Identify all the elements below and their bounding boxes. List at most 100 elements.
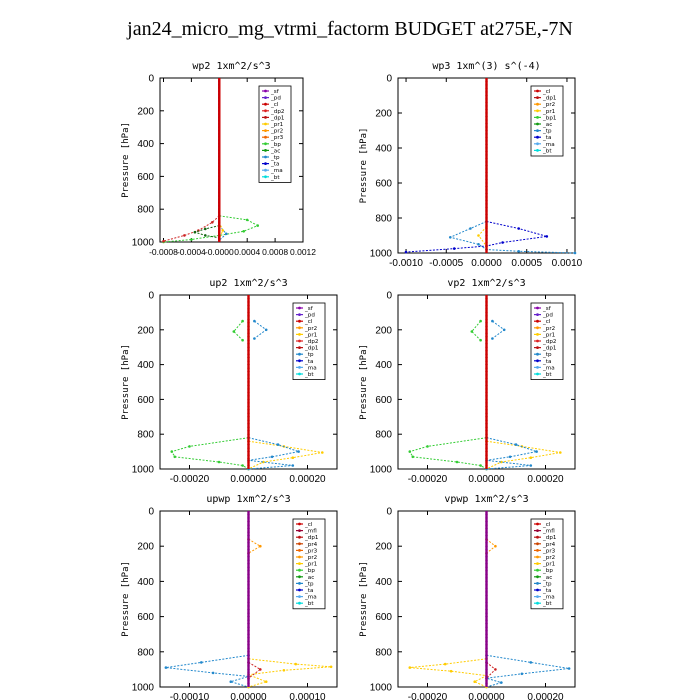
data-point [455,460,459,464]
legend-label: _bt [304,601,314,607]
data-point [485,380,488,384]
data-point [485,520,488,523]
y-axis-label: Pressure [hPa] [359,561,369,637]
data-point [247,548,250,551]
data-point [485,457,488,460]
data-point [211,671,215,675]
data-point [485,654,488,657]
legend-box [258,85,292,183]
data-point [218,231,221,234]
data-point [247,446,250,450]
data-point [247,457,250,460]
data-point [485,541,488,544]
plot-frame [159,77,304,243]
data-point [218,129,221,132]
data-point [485,366,488,370]
series-line-pr2 [486,538,497,554]
data-point [485,318,488,321]
legend-label: _ma [542,365,555,371]
data-point [485,206,488,209]
data-point [517,250,520,253]
series-line-tp [254,320,268,339]
data-point [247,566,250,569]
y-tick-label: 200 [137,325,154,336]
data-point [485,587,488,590]
data-point [485,394,488,398]
data-point [218,80,221,83]
legend-label: _ta [542,359,551,365]
data-point [247,604,250,608]
data-point [479,464,482,467]
data-point [485,440,488,443]
series-line-tp [448,221,576,254]
legend-marker [298,582,301,585]
data-point [485,300,488,304]
data-point [485,349,488,352]
data-point [218,149,221,152]
legend-marker [298,535,301,539]
data-point [247,534,250,537]
data-point [247,412,250,415]
data-point [247,440,250,443]
legend-marker [536,601,539,605]
data-point [485,339,488,342]
y-axis-label: Pressure [hPa] [121,122,131,198]
legend-marker [298,366,301,369]
legend-label: _pr2 [304,326,317,332]
data-point [218,83,221,86]
data-point [485,597,488,601]
data-point [247,552,250,555]
data-point [485,87,488,90]
data-point [485,405,488,408]
legend-marker [298,522,301,526]
data-point [247,640,250,643]
data-point [264,680,268,683]
legend-label: _ta [270,162,279,168]
data-point [485,678,488,682]
data-point [485,657,488,660]
data-point [247,380,250,384]
data-point [247,559,250,562]
data-point [573,251,577,255]
data-point [485,450,488,453]
data-point [259,668,262,671]
legend-label: _pr2 [542,102,555,108]
data-point [247,555,250,558]
x-tick-label: -0.0000 [205,247,234,257]
data-point [242,230,245,233]
data-point [508,455,512,459]
y-tick-label: 1000 [370,683,393,694]
data-point [485,453,488,457]
data-point [485,523,488,527]
data-point [247,597,250,601]
data-point [247,647,250,650]
data-point [485,682,488,685]
legend-marker [536,372,539,376]
data-point [485,516,488,520]
data-point [247,391,250,394]
x-tick-label: 0.00020 [527,474,564,485]
data-point [485,408,488,411]
data-point [485,643,488,646]
data-point [485,590,488,594]
legend-label: _dp1 [304,535,319,541]
legend-marker [264,175,267,179]
data-point [485,359,488,363]
legend-marker [298,333,301,336]
data-point [485,373,488,377]
legend-label: _bp1 [542,115,557,121]
data-point [218,211,221,214]
data-point [221,229,225,232]
data-point [247,516,250,520]
data-point [485,562,488,565]
data-point [247,513,250,516]
data-point [247,650,250,653]
y-tick-label: 800 [137,430,154,441]
data-point [485,108,488,111]
data-point [247,325,250,328]
data-point [247,527,250,530]
legend-label: _bt [270,175,280,181]
data-point [247,545,250,548]
y-tick-label: 200 [375,542,392,553]
data-point [218,139,221,142]
